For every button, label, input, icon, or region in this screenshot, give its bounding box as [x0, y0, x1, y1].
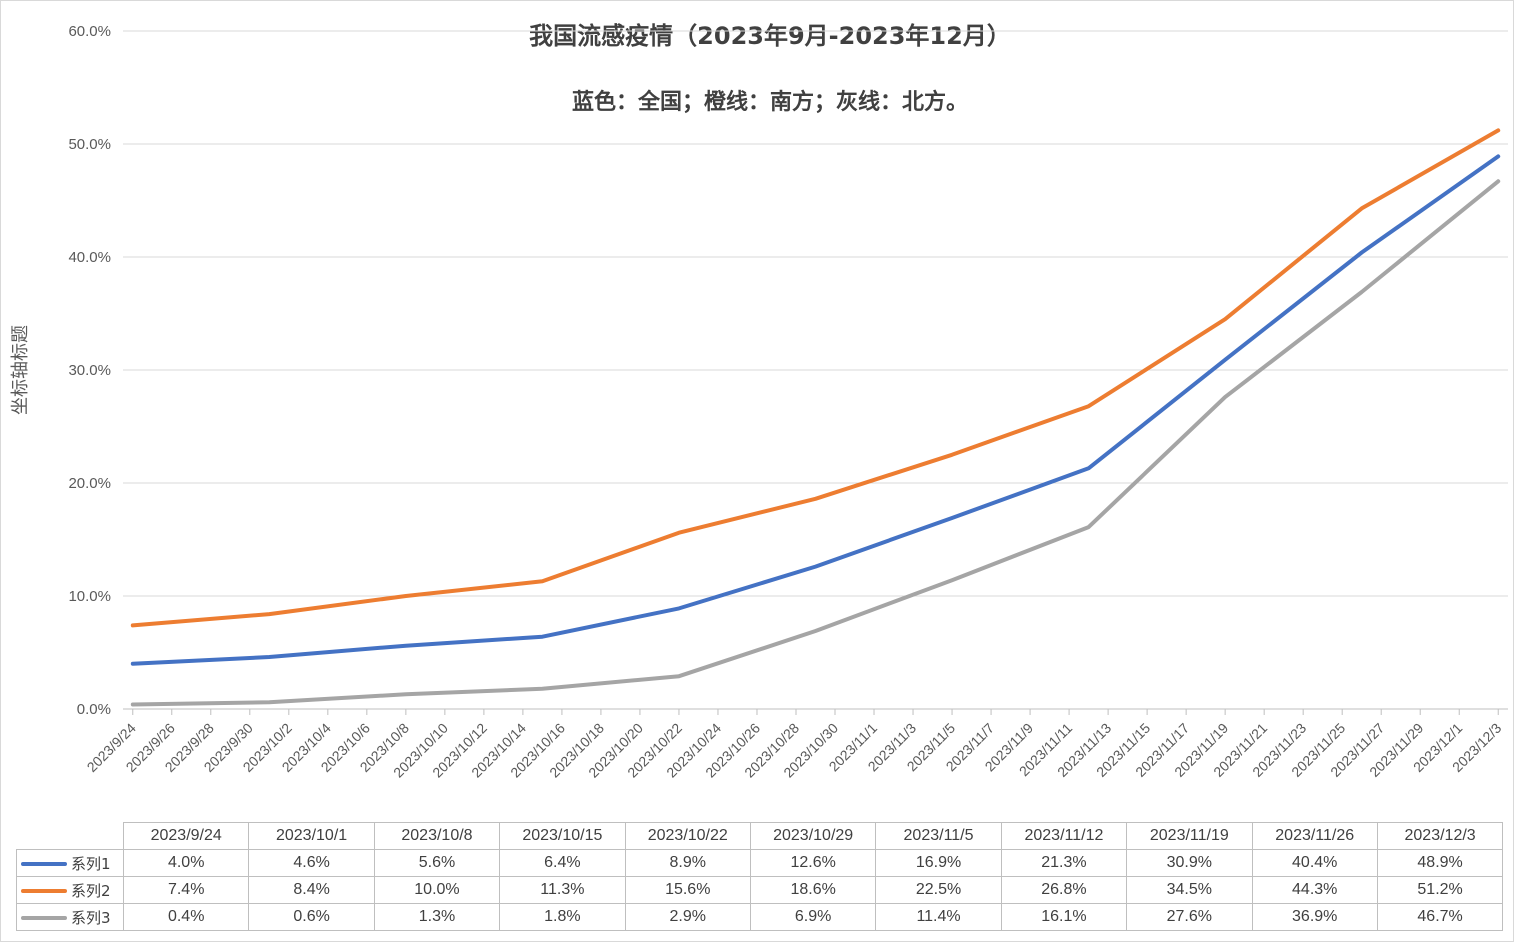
table-header-row: 2023/9/24 2023/10/1 2023/10/8 2023/10/15 202…	[16, 822, 1504, 850]
table-row-header: 系列3	[16, 903, 124, 931]
legend-key-2	[21, 889, 67, 893]
y-tick-label: 0.0%	[77, 701, 111, 718]
series-line-1	[130, 154, 1501, 666]
table-cell: 51.2%	[1376, 876, 1504, 904]
table-row: 系列2 7.4% 8.4% 10.0% 11.3% 15.6% 18.6% 22.5% 26.8…	[16, 876, 1504, 904]
table-header-cell: 2023/11/5	[875, 822, 1002, 850]
table-cell: 18.6%	[749, 876, 877, 904]
y-tick-label: 10.0%	[68, 588, 111, 605]
table-cell: 11.4%	[875, 903, 1002, 931]
y-axis-title: 坐标轴标题	[10, 325, 31, 415]
legend-key-3	[21, 916, 67, 920]
table-cell: 10.0%	[373, 876, 501, 904]
table-header-cell: 2023/12/3	[1376, 822, 1504, 850]
table-cell: 27.6%	[1126, 903, 1253, 931]
table-cell: 6.9%	[749, 903, 877, 931]
series-name: 系列2	[71, 881, 111, 900]
series-name: 系列3	[71, 908, 111, 927]
y-tick-label: 30.0%	[68, 362, 111, 379]
table-cell: 12.6%	[749, 849, 877, 877]
y-tick-label: 50.0%	[68, 136, 111, 153]
table-row-header: 系列2	[16, 876, 124, 904]
table-cell: 8.4%	[248, 876, 375, 904]
x-axis: 2023/9/242023/9/262023/9/282023/9/302023…	[84, 708, 1508, 781]
table-row: 系列3 0.4% 0.6% 1.3% 1.8% 2.9% 6.9% 11.4% 16.1% 27.…	[16, 903, 1504, 931]
table-corner	[16, 822, 124, 850]
y-tick-label: 60.0%	[68, 23, 111, 40]
table-cell: 22.5%	[875, 876, 1002, 904]
table-cell: 0.6%	[248, 903, 375, 931]
table-cell: 2.9%	[624, 903, 751, 931]
chart-title: 我国流感疫情（2023年9月-2023年12月）	[529, 22, 1011, 50]
y-tick-label: 40.0%	[68, 249, 111, 266]
table-header-cell: 2023/11/19	[1126, 822, 1253, 850]
table-cell: 1.3%	[373, 903, 501, 931]
table-cell: 8.9%	[624, 849, 751, 877]
table-cell: 15.6%	[624, 876, 751, 904]
table-header-cell: 2023/11/12	[1000, 822, 1128, 850]
table-cell: 0.4%	[122, 903, 250, 931]
legend-key-1	[21, 862, 67, 866]
series-line-2	[130, 128, 1501, 628]
series-lines	[130, 128, 1501, 707]
table-header-cell: 2023/10/15	[499, 822, 626, 850]
table-cell: 5.6%	[373, 849, 501, 877]
table-cell: 16.9%	[875, 849, 1002, 877]
table-cell: 4.6%	[248, 849, 375, 877]
y-tick-label: 20.0%	[68, 475, 111, 492]
table-cell: 4.0%	[122, 849, 250, 877]
table-cell: 7.4%	[122, 876, 250, 904]
table-header-cell: 2023/11/26	[1251, 822, 1378, 850]
y-axis: 0.0% 10.0% 20.0% 30.0% 40.0% 50.0% 60.0%	[68, 23, 111, 718]
table-cell: 40.4%	[1251, 849, 1378, 877]
table-cell: 6.4%	[499, 849, 626, 877]
table-cell: 36.9%	[1251, 903, 1378, 931]
table-header-cell: 2023/10/1	[248, 822, 375, 850]
table-cell: 44.3%	[1251, 876, 1378, 904]
table-header-cell: 2023/10/8	[373, 822, 501, 850]
table-cell: 34.5%	[1126, 876, 1253, 904]
table-row-header: 系列1	[16, 849, 124, 877]
gridlines	[123, 30, 1508, 597]
table-cell: 21.3%	[1000, 849, 1128, 877]
table-cell: 26.8%	[1000, 876, 1128, 904]
table-cell: 46.7%	[1376, 903, 1504, 931]
table-header-cell: 2023/10/22	[624, 822, 751, 850]
series-line-3	[130, 179, 1501, 707]
data-table: 2023/9/24 2023/10/1 2023/10/8 2023/10/15 202…	[16, 822, 1504, 931]
table-header-cell: 2023/9/24	[122, 822, 250, 850]
series-name: 系列1	[71, 854, 111, 873]
table-header-cell: 2023/10/29	[749, 822, 877, 850]
chart-subtitle: 蓝色：全国；橙线：南方；灰线：北方。	[572, 89, 968, 115]
table-cell: 1.8%	[499, 903, 626, 931]
table-cell: 48.9%	[1376, 849, 1504, 877]
table-cell: 30.9%	[1126, 849, 1253, 877]
table-cell: 16.1%	[1000, 903, 1128, 931]
table-cell: 11.3%	[499, 876, 626, 904]
table-row: 系列1 4.0% 4.6% 5.6% 6.4% 8.9% 12.6% 16.9% 21.3% 30…	[16, 849, 1504, 877]
